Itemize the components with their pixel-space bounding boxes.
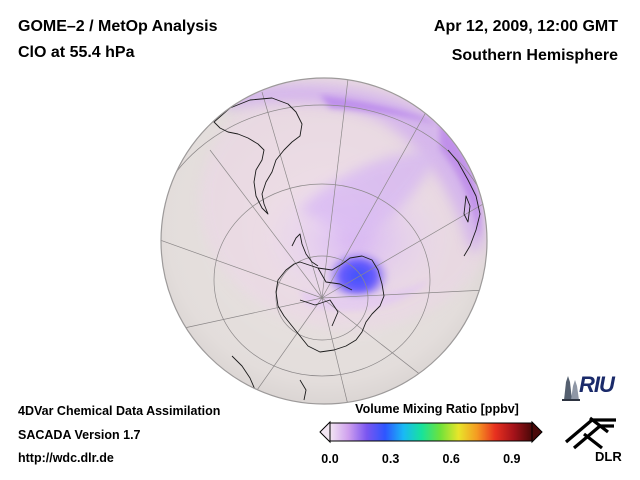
dlr-logo-icon <box>564 416 616 450</box>
colorbar-tick-0: 0.0 <box>321 452 339 466</box>
colorbar-tick-1: 0.3 <box>381 452 400 466</box>
colorbar-ramp <box>329 422 533 442</box>
footer-line-3: http://wdc.dlr.de <box>18 451 114 465</box>
map-title: GOME–2 / MetOp Analysis <box>18 18 218 35</box>
globe-shading <box>161 78 487 404</box>
colorbar-title: Volume Mixing Ratio [ppbv] <box>355 402 519 416</box>
dlr-logo-text: DLR <box>595 449 622 464</box>
colorbar-tick-3: 0.9 <box>503 452 521 466</box>
datetime-label: Apr 12, 2009, 12:00 GMT <box>433 18 618 35</box>
hemisphere-label: Southern Hemisphere <box>451 47 618 64</box>
footer-line-1: 4DVar Chemical Data Assimilation <box>18 404 221 418</box>
colorbar-over-arrow <box>531 420 543 444</box>
colorbar-tick-2: 0.6 <box>442 452 460 466</box>
colorbar <box>319 420 543 444</box>
colorbar-under-arrow <box>319 420 331 444</box>
globe-outline <box>160 77 488 405</box>
footer-line-2: SACADA Version 1.7 <box>18 428 141 442</box>
riu-logo-icon <box>562 376 580 401</box>
riu-logo-text: RIU <box>579 372 615 397</box>
map-subtitle: ClO at 55.4 hPa <box>18 44 135 61</box>
